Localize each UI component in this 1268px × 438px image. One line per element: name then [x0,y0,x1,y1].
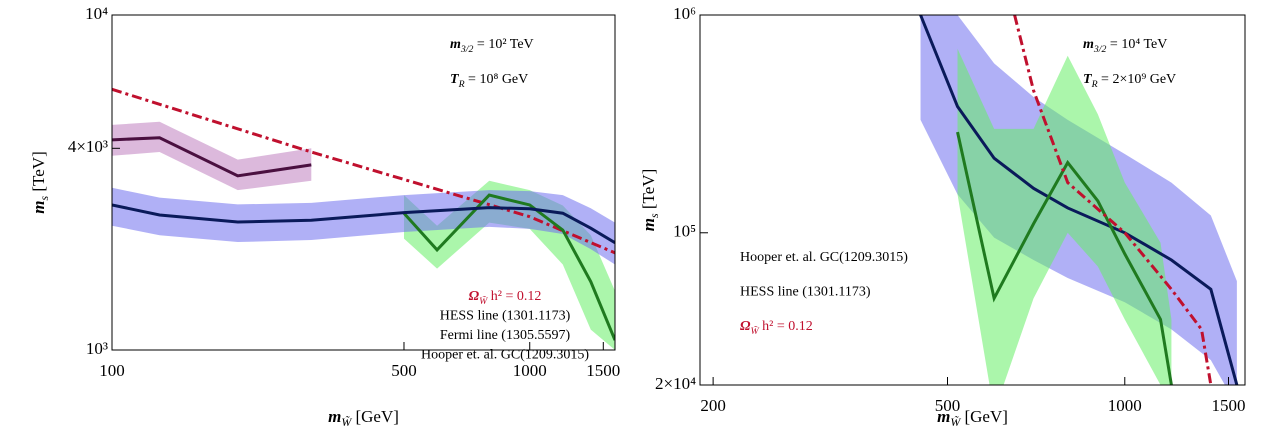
annotation-rest: = 2×10⁹ GeV [1098,72,1177,87]
y-axis-label-rest: [TeV] [639,169,658,214]
error-band [112,121,312,191]
x-tick-label: 1000 [1108,396,1142,415]
annotation-main: T [1083,72,1093,87]
legend-entry: HESS line (1301.1173) [440,309,571,324]
x-tick-label: 500 [391,361,417,380]
x-axis-label-rest: [GeV] [960,407,1008,426]
y-tick-label: 10⁶ [673,4,696,23]
annotation-main: m [1083,37,1094,52]
annotation-main: m [450,37,461,52]
series-line [1013,15,1213,385]
annotation-rest: = 10⁸ GeV [465,72,529,87]
series-line [402,193,615,341]
x-axis-label: mW̃ [GeV] [328,407,399,429]
annotation-sub: 3/2 [1093,44,1107,55]
error-band [957,48,1172,385]
annotation: m3/2 = 10⁴ TeV [1083,37,1167,55]
x-tick-label: 100 [99,361,125,380]
y-tick-label: 10³ [86,339,108,358]
annotation-sub: R [1091,79,1098,90]
annotation-rest: = 10² TeV [473,37,533,52]
legend-entry: HESS line (1301.1173) [740,285,871,300]
series-line [919,15,1239,385]
annotation-rest: = 10⁴ TeV [1106,37,1167,52]
x-tick-label: 200 [700,396,726,415]
y-tick-label: 2×10⁴ [655,374,696,393]
x-axis-label-rest: [GeV] [351,407,399,426]
plot-frame [111,14,616,351]
y-axis-label-sub: s [647,213,661,218]
x-axis-label-sub: W̃ [950,415,961,429]
annotation: TR = 10⁸ GeV [450,72,528,90]
y-axis-label: ms [TeV] [639,169,661,231]
plot-area [112,87,615,350]
annotation: TR = 2×10⁹ GeV [1083,72,1176,90]
x-axis-label-sub: W̃ [341,415,352,429]
series-line [956,131,1173,385]
series-line [112,203,615,245]
y-axis-label-main: m [639,218,658,231]
x-axis-label: mW̃ [GeV] [937,407,1008,429]
legend-entry-main: Ω [469,289,480,304]
error-band [112,187,615,265]
x-axis-label-main: m [937,407,950,426]
legend-entry: Hooper et. al. GC(1209.3015) [740,250,908,265]
y-tick-label: 4×10³ [68,137,108,156]
legend-entry: Hooper et. al. GC(1209.3015) [421,348,589,363]
y-axis-label-main: m [29,201,48,214]
legend-entry-rest: h² = 0.12 [759,319,813,334]
y-tick-label: 10⁴ [85,4,108,23]
plot-frame [699,14,1246,386]
legend-entry-sub: W̃ [479,295,488,308]
legend-entry-rest: h² = 0.12 [487,289,541,304]
series-line [112,136,312,178]
x-tick-label: 500 [935,396,961,415]
series-line [112,87,615,255]
y-axis-label-sub: s [37,196,51,201]
annotation-main: T [450,72,460,87]
y-axis-label-rest: [TeV] [29,151,48,196]
legend-entry-sub: W̃ [750,325,759,338]
legend-entry: ΩW̃ h² = 0.12 [469,289,542,307]
annotation: m3/2 = 10² TeV [450,37,534,55]
y-tick-label: 10⁵ [673,222,696,241]
annotation-sub: 3/2 [460,44,474,55]
x-axis-label-main: m [328,407,341,426]
legend-entry: Fermi line (1305.5597) [440,328,571,343]
legend-entry-main: Ω [740,319,751,334]
y-axis-label: ms [TeV] [29,151,51,213]
annotation-sub: R [458,79,465,90]
x-tick-label: 1500 [586,361,620,380]
plot-area [919,15,1239,385]
legend-entry: ΩW̃ h² = 0.12 [740,319,813,337]
x-tick-label: 1000 [513,361,547,380]
x-tick-label: 1500 [1211,396,1245,415]
